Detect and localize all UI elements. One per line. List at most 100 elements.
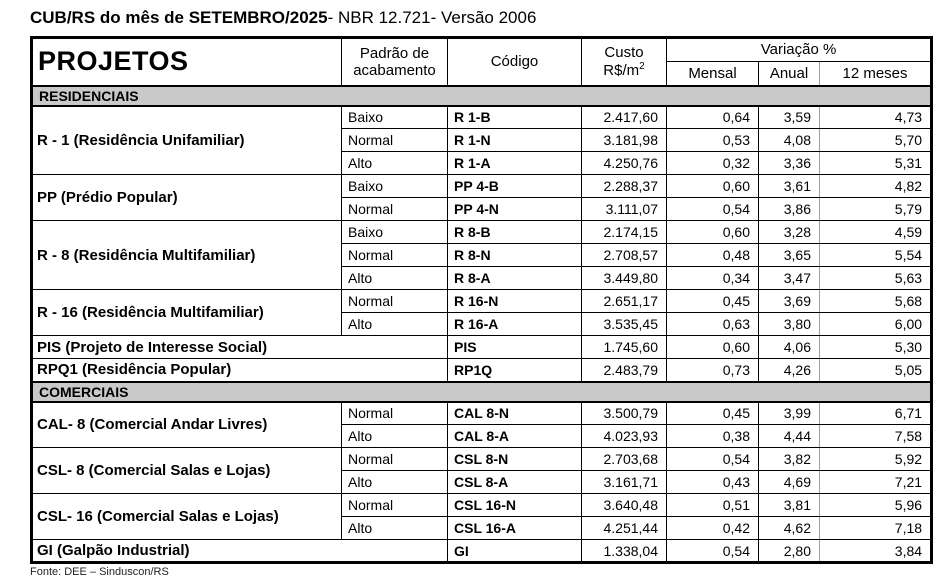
table-row: R - 1 (Residência Unifamiliar) Baixo R 1… (31, 105, 933, 175)
mensal-cell: 0,60 (666, 220, 759, 244)
anual-cell: 4,08 (758, 128, 820, 152)
table-row: Alto CAL 8-A 4.023,93 0,38 4,44 7,58 (32, 424, 933, 448)
mensal-cell: 0,54 (666, 197, 759, 221)
page-title: CUB/RS do mês de SETEMBRO/2025- NBR 12.7… (30, 8, 536, 28)
custo-cell: 3.161,71 (581, 470, 667, 494)
custo-cell: 3.640,48 (581, 493, 667, 517)
codigo-cell: R 1-N (447, 128, 582, 152)
custo-unit: R$/m (603, 62, 640, 80)
mensal-cell: 0,73 (666, 358, 759, 382)
anual-cell: 3,81 (758, 493, 820, 517)
cub-table: PROJETOS Padrão de acabamento Código Cus… (30, 36, 934, 564)
mensal-cell: 0,63 (666, 312, 759, 336)
custo-cell: 1.745,60 (581, 335, 667, 359)
table-row: RPQ1 (Residência Popular) RP1Q 2.483,79 … (31, 358, 933, 382)
12meses-cell: 5,68 (818, 289, 933, 313)
12meses-cell: 4,82 (818, 174, 933, 198)
custo-cell: 4.251,44 (581, 516, 667, 540)
mensal-cell: 0,53 (666, 128, 759, 152)
padrao-cell: Alto (341, 470, 448, 494)
mensal-cell: 0,42 (666, 516, 759, 540)
padrao-cell: Normal (341, 243, 448, 267)
table-row: CSL- 16 (Comercial Salas e Lojas) Normal… (31, 493, 933, 540)
codigo-cell: CAL 8-A (447, 424, 582, 448)
12meses-cell: 5,31 (818, 151, 933, 175)
table-row: Alto CSL 16-A 4.251,44 0,42 4,62 7,18 (32, 516, 933, 540)
codigo-cell: CSL 8-N (447, 447, 582, 471)
padrao-cell: Baixo (341, 220, 448, 244)
padrao-cell: Normal (341, 447, 448, 471)
table-row: CSL- 8 (Comercial Salas e Lojas) Normal … (31, 447, 933, 494)
anual-cell: 4,69 (758, 470, 820, 494)
codigo-cell: PIS (447, 335, 582, 359)
custo-cell: 2.417,60 (581, 105, 667, 129)
custo-cell: 3.181,98 (581, 128, 667, 152)
padrao-cell: Normal (341, 197, 448, 221)
codigo-cell: R 8-A (447, 266, 582, 290)
codigo-cell: R 16-A (447, 312, 582, 336)
table-row: Alto CSL 8-A 3.161,71 0,43 4,69 7,21 (32, 470, 933, 494)
custo-cell: 2.483,79 (581, 358, 667, 382)
custo-cell: 4.250,76 (581, 151, 667, 175)
anual-cell: 2,80 (758, 539, 820, 563)
codigo-cell: CAL 8-N (447, 401, 582, 425)
12meses-cell: 7,58 (818, 424, 933, 448)
custo-header-line1: Custo (604, 44, 644, 61)
anual-cell: 3,47 (758, 266, 820, 290)
mensal-cell: 0,64 (666, 105, 759, 129)
anual-cell: 3,59 (758, 105, 820, 129)
padrao-cell: Normal (341, 401, 448, 425)
mensal-cell: 0,32 (666, 151, 759, 175)
12meses-cell: 6,71 (818, 401, 933, 425)
mensal-cell: 0,45 (666, 401, 759, 425)
custo-cell: 3.535,45 (581, 312, 667, 336)
table-row: R - 16 (Residência Multifamiliar) Normal… (31, 289, 933, 336)
12meses-cell: 4,59 (818, 220, 933, 244)
source-note: Fonte: DEE – Sinduscon/RS (30, 566, 169, 578)
anual-cell: 3,80 (758, 312, 820, 336)
padrao-cell: Alto (341, 151, 448, 175)
anual-cell: 3,61 (758, 174, 820, 198)
project-cell: PP (Prédio Popular) (31, 174, 342, 221)
12meses-cell: 5,05 (818, 358, 933, 382)
12meses-cell: 7,21 (818, 470, 933, 494)
table-row: CAL- 8 (Comercial Andar Livres) Normal C… (31, 401, 933, 448)
table-row: PIS (Projeto de Interesse Social) PIS 1.… (31, 335, 933, 359)
padrao-cell: Normal (341, 493, 448, 517)
project-cell: GI (Galpão Industrial) (31, 539, 448, 563)
mensal-cell: 0,60 (666, 335, 759, 359)
table-row: PP (Prédio Popular) Baixo PP 4-B 2.288,3… (31, 174, 933, 221)
mensal-cell: 0,38 (666, 424, 759, 448)
table-row: R - 8 (Residência Multifamiliar) Baixo R… (31, 220, 933, 290)
12meses-cell: 7,18 (818, 516, 933, 540)
anual-cell: 4,62 (758, 516, 820, 540)
anual-cell: 3,28 (758, 220, 820, 244)
project-cell: CSL- 8 (Comercial Salas e Lojas) (31, 447, 342, 494)
padrao-cell: Baixo (341, 105, 448, 129)
anual-cell: 3,86 (758, 197, 820, 221)
12meses-cell: 5,92 (818, 447, 933, 471)
anual-cell: 3,36 (758, 151, 820, 175)
custo-cell: 3.449,80 (581, 266, 667, 290)
padrao-cell: Baixo (341, 174, 448, 198)
mensal-cell: 0,45 (666, 289, 759, 313)
project-cell: R - 1 (Residência Unifamiliar) (31, 105, 342, 175)
12meses-cell: 3,84 (818, 539, 933, 563)
mensal-cell: 0,34 (666, 266, 759, 290)
anual-cell: 4,44 (758, 424, 820, 448)
codigo-cell: PP 4-B (447, 174, 582, 198)
anual-cell: 3,82 (758, 447, 820, 471)
mensal-cell: 0,51 (666, 493, 759, 517)
12meses-cell: 5,79 (818, 197, 933, 221)
12meses-cell: 5,54 (818, 243, 933, 267)
custo-unit-sup: 2 (639, 61, 645, 73)
table-row: Normal PP 4-N 3.111,07 0,54 3,86 5,79 (32, 197, 933, 221)
custo-cell: 3.500,79 (581, 401, 667, 425)
section-header-residenciais: RESIDENCIAIS (30, 84, 933, 107)
padrao-cell: Alto (341, 424, 448, 448)
anual-cell: 3,99 (758, 401, 820, 425)
padrao-cell: Alto (341, 266, 448, 290)
padrao-header-line2: acabamento (353, 61, 436, 79)
custo-cell: 2.703,68 (581, 447, 667, 471)
